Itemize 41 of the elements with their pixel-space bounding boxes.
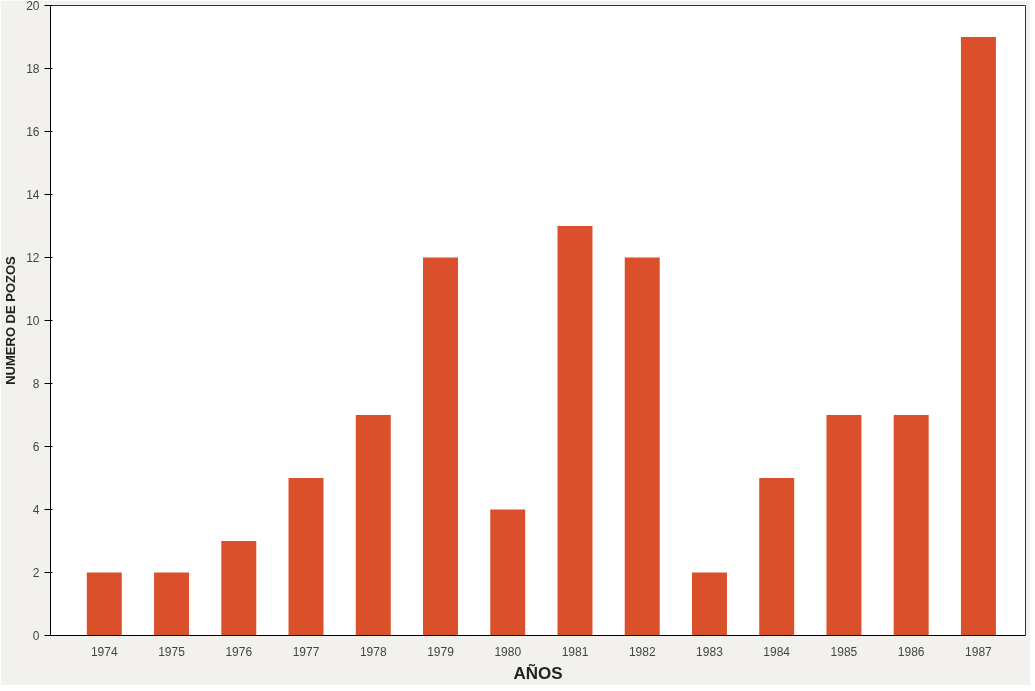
x-tick-label: 1984 [763, 644, 791, 659]
bar [557, 226, 593, 636]
x-tick-label: 1975 [158, 644, 186, 659]
y-tick-label: 18 [26, 62, 40, 76]
bar [624, 257, 660, 636]
x-tick-label: 1986 [897, 644, 925, 659]
bar [759, 478, 795, 636]
x-tick-label: 1981 [561, 644, 589, 659]
y-tick-label: 6 [32, 440, 40, 454]
bar [826, 415, 862, 636]
x-tick-label: 1987 [965, 644, 993, 659]
x-tick-label: 1980 [494, 644, 522, 659]
y-tick-label: 12 [26, 251, 40, 265]
y-axis-title: NUMERO DE POZOS [3, 255, 19, 385]
y-tick-label: 4 [32, 503, 40, 517]
bar [960, 37, 996, 636]
x-tick-label: 1985 [830, 644, 858, 659]
bar [86, 572, 122, 636]
bar [221, 541, 257, 636]
bar [355, 415, 391, 636]
y-tick-label: 8 [32, 377, 40, 391]
y-tick-label: 14 [26, 188, 40, 202]
x-axis-title: AÑOS [513, 662, 563, 683]
bar [691, 572, 727, 636]
x-tick-label: 1974 [90, 644, 118, 659]
x-tick-label: 1979 [427, 644, 455, 659]
y-tick-label: 20 [26, 0, 40, 13]
x-tick-label: 1976 [225, 644, 253, 659]
x-tick-label: 1977 [292, 644, 320, 659]
y-tick-label: 0 [32, 629, 40, 643]
bar [490, 509, 526, 636]
bar [288, 478, 324, 636]
bar [893, 415, 929, 636]
y-tick-label: 2 [32, 566, 40, 580]
bar [423, 257, 458, 636]
x-tick-label: 1978 [359, 644, 387, 659]
y-tick-label: 16 [26, 125, 40, 139]
y-tick-label: 10 [26, 314, 40, 328]
x-tick-label: 1983 [696, 644, 724, 659]
bar [154, 572, 190, 636]
x-tick-label: 1982 [628, 644, 656, 659]
